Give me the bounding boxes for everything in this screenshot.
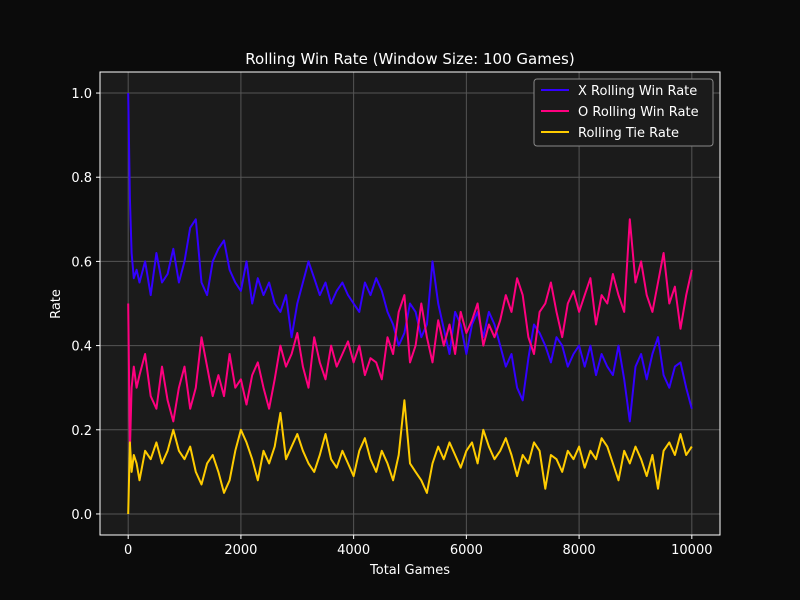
- y-tick-label: 1.0: [71, 87, 92, 102]
- grid: [100, 72, 720, 535]
- y-axis: 0.0 0.2 0.4 0.6 0.8 1.0: [71, 87, 100, 523]
- series-line-3: [127, 399, 693, 515]
- y-tick-label: 0.2: [71, 424, 92, 439]
- legend-label-x: X Rolling Win Rate: [578, 84, 697, 99]
- x-tick-label: 0: [124, 543, 132, 558]
- y-tick-label: 0.0: [71, 508, 92, 523]
- x-tick-label: 6000: [450, 543, 483, 558]
- series-layer: [127, 92, 693, 515]
- series-line-1: [127, 92, 693, 423]
- y-axis-label: Rate: [49, 289, 64, 319]
- legend-label-o: O Rolling Win Rate: [578, 105, 699, 120]
- y-tick-label: 0.6: [71, 255, 92, 270]
- chart-title: Rolling Win Rate (Window Size: 100 Games…: [245, 50, 574, 68]
- x-tick-label: 8000: [563, 543, 596, 558]
- x-axis-label: Total Games: [369, 563, 450, 578]
- x-tick-label: 2000: [224, 543, 257, 558]
- y-tick-label: 0.8: [71, 171, 92, 186]
- legend: X Rolling Win Rate O Rolling Win Rate Ro…: [533, 78, 714, 147]
- x-tick-label: 4000: [337, 543, 370, 558]
- legend-label-tie: Rolling Tie Rate: [578, 126, 679, 141]
- legend-box: [533, 78, 714, 147]
- plot-frame: [99, 71, 721, 536]
- y-tick-label: 0.4: [71, 340, 92, 355]
- x-axis: 0 2000 4000 6000 8000 10000: [124, 535, 712, 558]
- x-tick-label: 10000: [671, 543, 712, 558]
- series-line-2: [127, 218, 693, 452]
